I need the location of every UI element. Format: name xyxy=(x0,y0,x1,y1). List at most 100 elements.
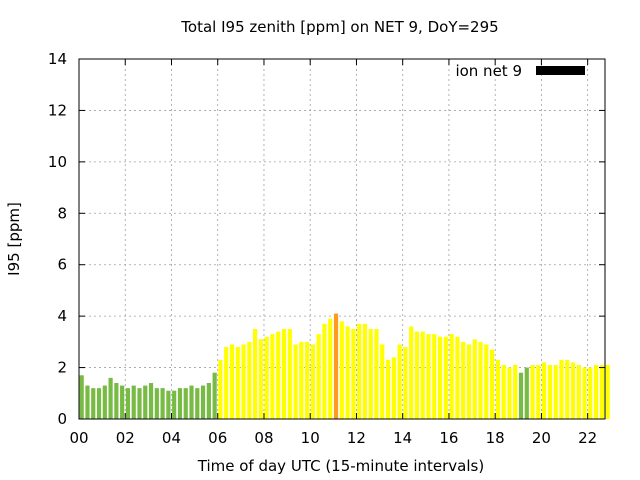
bar xyxy=(518,372,524,419)
bar xyxy=(241,344,246,419)
bar xyxy=(542,362,547,419)
bar xyxy=(385,359,391,419)
bar xyxy=(461,341,466,419)
bar xyxy=(79,375,84,419)
bar xyxy=(391,357,396,419)
y-tick-label: 6 xyxy=(57,256,67,274)
bar xyxy=(148,383,154,419)
bar xyxy=(547,365,552,419)
bar xyxy=(536,365,541,419)
bar xyxy=(218,359,223,419)
y-tick-label: 0 xyxy=(57,410,67,428)
bar xyxy=(513,365,518,419)
bar xyxy=(351,329,356,419)
legend-swatch xyxy=(536,66,585,75)
bars xyxy=(79,313,610,419)
bar xyxy=(299,341,304,419)
bar xyxy=(478,341,483,419)
bar xyxy=(403,347,408,419)
bar xyxy=(287,329,292,419)
bar xyxy=(143,385,148,419)
x-tick-label: 02 xyxy=(116,429,135,447)
bar xyxy=(253,329,258,419)
y-tick-label: 10 xyxy=(48,153,67,171)
bar xyxy=(310,344,315,419)
bar xyxy=(137,388,142,419)
bar xyxy=(316,334,321,419)
y-tick-label: 2 xyxy=(57,359,67,377)
x-tick-label: 22 xyxy=(578,429,597,447)
bar xyxy=(131,385,136,419)
bar xyxy=(409,326,414,419)
legend: ion net 9 xyxy=(455,62,585,80)
bar xyxy=(85,385,90,419)
bar xyxy=(420,331,425,419)
bar xyxy=(599,365,604,419)
bar xyxy=(235,347,240,419)
bar xyxy=(293,344,298,419)
bar xyxy=(120,385,125,419)
y-axis-label: I95 [ppm] xyxy=(5,202,23,276)
bar xyxy=(437,336,443,419)
bar xyxy=(91,388,96,419)
bar xyxy=(183,388,188,419)
bar xyxy=(96,388,102,419)
bar xyxy=(490,349,495,419)
bar xyxy=(524,367,529,419)
bar xyxy=(264,336,269,419)
bar xyxy=(200,385,206,419)
bar xyxy=(166,390,171,419)
bar xyxy=(455,336,460,419)
bar xyxy=(449,334,454,419)
bar xyxy=(281,329,287,419)
x-tick-label: 14 xyxy=(393,429,412,447)
x-tick-label: 16 xyxy=(439,429,458,447)
bar xyxy=(177,388,183,419)
bar xyxy=(397,344,402,419)
bar xyxy=(108,377,113,419)
bar xyxy=(605,365,610,419)
y-tick-label: 14 xyxy=(48,50,67,68)
y-tick-label: 4 xyxy=(57,307,67,325)
bar xyxy=(380,344,385,419)
bar xyxy=(160,388,165,419)
bar xyxy=(484,344,489,419)
x-axis-label: Time of day UTC (15-minute intervals) xyxy=(197,457,484,475)
bar xyxy=(154,388,159,419)
bar xyxy=(594,365,599,419)
bar xyxy=(125,388,131,419)
bar xyxy=(212,372,217,419)
bar xyxy=(339,321,344,419)
y-tick-label: 8 xyxy=(57,204,67,222)
y-tick-label: 12 xyxy=(48,101,67,119)
bar xyxy=(368,329,373,419)
bar xyxy=(229,344,235,419)
legend-label: ion net 9 xyxy=(455,62,522,80)
bar xyxy=(472,339,477,419)
bar xyxy=(565,359,570,419)
bar xyxy=(114,383,119,419)
x-tick-label: 18 xyxy=(486,429,505,447)
bar xyxy=(206,383,211,419)
bar xyxy=(426,334,431,419)
bar xyxy=(576,365,581,419)
bar xyxy=(432,334,437,419)
plot-frame xyxy=(78,58,606,420)
bar xyxy=(501,365,506,419)
bar xyxy=(345,326,350,419)
bar xyxy=(224,347,229,419)
bar xyxy=(270,334,275,419)
x-tick-label: 08 xyxy=(254,429,273,447)
bar xyxy=(495,359,500,419)
bar xyxy=(247,341,252,419)
bar xyxy=(258,339,263,419)
bar xyxy=(570,362,576,419)
bar xyxy=(328,318,333,419)
bar xyxy=(553,365,558,419)
bar xyxy=(507,367,512,419)
x-tick-label: 06 xyxy=(208,429,227,447)
bar xyxy=(582,367,587,419)
grid-lines xyxy=(78,58,605,420)
